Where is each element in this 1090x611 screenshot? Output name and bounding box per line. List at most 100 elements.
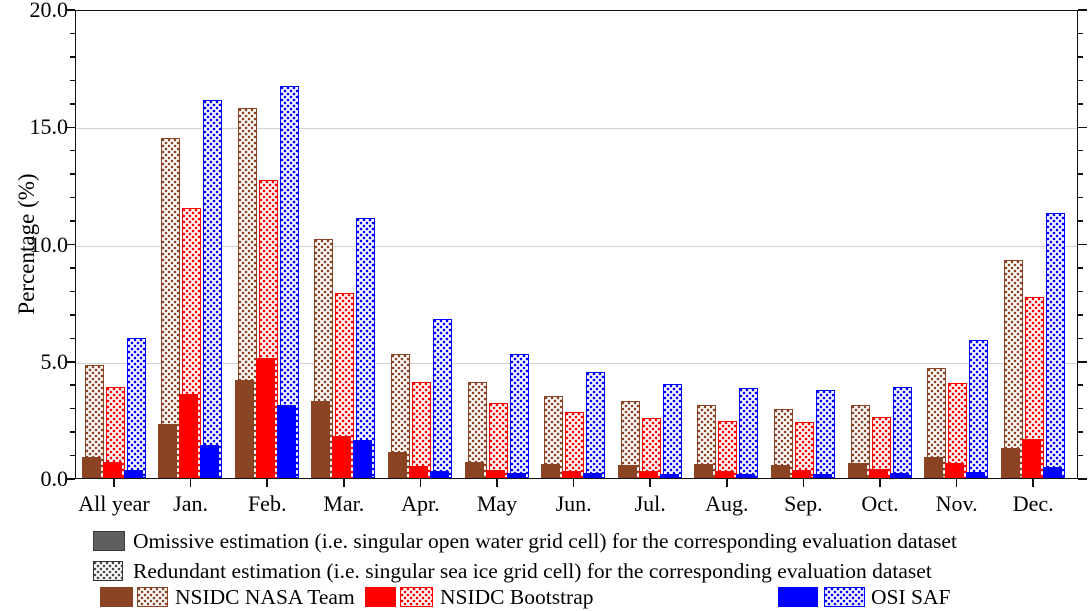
bar-redundant-nsidc-bootstrap (411, 381, 431, 478)
legend-swatch-nasa-team-dotted (137, 587, 168, 607)
y-minor-tick-right (1078, 454, 1083, 457)
bar-pair (464, 11, 487, 478)
bar-omissive-osi-saf (123, 469, 143, 478)
bar-pair (102, 11, 125, 478)
y-minor-tick-left (70, 267, 75, 269)
bar-pair (791, 11, 814, 478)
bar-omissive-nsidc-nasa-team (1000, 447, 1020, 478)
bar-omissive-nsidc-bootstrap (638, 470, 658, 478)
y-minor-tick-right (1078, 407, 1083, 410)
bar-redundant-nsidc-nasa-team (467, 381, 487, 478)
bar-redundant-nsidc-nasa-team (620, 400, 640, 478)
bar-redundant-osi-saf (509, 353, 529, 478)
bar-pair (966, 11, 989, 478)
bar-redundant-nsidc-nasa-team (390, 353, 410, 478)
y-minor-tick-right (1078, 431, 1083, 433)
y-major-tick-left (66, 478, 75, 480)
bar-pair (945, 11, 968, 478)
y-minor-tick-left (70, 173, 75, 175)
x-tick-label: Nov. (935, 491, 978, 516)
bar-omissive-nsidc-nasa-team (694, 463, 714, 478)
bar-redundant-nsidc-bootstrap (1024, 297, 1044, 478)
bar-omissive-nsidc-nasa-team (158, 424, 178, 478)
bar-pair (158, 11, 181, 478)
gridline-15 (76, 128, 1077, 130)
legend-label-bootstrap: NSIDC Bootstrap (440, 585, 594, 609)
bar-pair (715, 11, 738, 478)
bar-pair (429, 11, 452, 478)
y-minor-tick-left (70, 196, 75, 199)
bar-pair (562, 11, 585, 478)
y-major-tick-right (1078, 243, 1087, 246)
bar-omissive-nsidc-bootstrap (1021, 439, 1041, 478)
bar-redundant-osi-saf (126, 338, 146, 478)
bar-cluster-nov (924, 11, 989, 478)
bar-pair (408, 11, 431, 478)
x-tick-label: All year (78, 491, 150, 516)
bar-pair (1000, 11, 1023, 478)
bar-cluster-mar (311, 11, 376, 478)
bar-pair (583, 11, 606, 478)
bar-omissive-nsidc-nasa-team (924, 456, 944, 478)
x-tick-label: Jul. (634, 491, 666, 516)
x-tick-label: Sep. (784, 491, 823, 516)
y-minor-tick-left (70, 220, 75, 222)
bar-cluster-apr (387, 11, 452, 478)
bar-redundant-nsidc-nasa-team (773, 408, 793, 478)
y-minor-tick-left (70, 384, 75, 386)
bar-omissive-osi-saf (736, 474, 756, 478)
bar-redundant-nsidc-nasa-team (1003, 259, 1023, 478)
bar-cluster-jun (541, 11, 606, 478)
x-tick-label: Oct. (861, 491, 899, 516)
bar-pair (924, 11, 947, 478)
y-minor-tick-right (1078, 220, 1083, 222)
x-tick (649, 479, 651, 487)
bar-pair (847, 11, 870, 478)
bar-pair (353, 11, 376, 478)
bar-pair (736, 11, 759, 478)
bar-omissive-nsidc-nasa-team (541, 463, 561, 478)
bar-redundant-nsidc-bootstrap (948, 383, 968, 478)
bar-pair (889, 11, 912, 478)
bar-omissive-nsidc-nasa-team (464, 461, 484, 478)
bar-omissive-nsidc-nasa-team (387, 452, 407, 478)
bar-omissive-nsidc-bootstrap (255, 358, 275, 478)
y-major-tick-left (66, 361, 75, 363)
x-tick (419, 479, 422, 487)
bar-omissive-osi-saf (353, 440, 373, 478)
bar-redundant-osi-saf (203, 100, 223, 478)
bar-pair (1042, 11, 1065, 478)
x-tick-label: Aug. (705, 491, 749, 516)
bar-redundant-nsidc-bootstrap (105, 386, 125, 478)
bar-pair (659, 11, 682, 478)
x-tick (802, 479, 805, 487)
y-minor-tick-right (1078, 337, 1083, 340)
y-minor-tick-right (1078, 103, 1083, 105)
bar-redundant-nsidc-nasa-team (697, 405, 717, 478)
x-tick (1032, 479, 1034, 487)
y-tick-label: 0.0 (40, 466, 69, 491)
bar-omissive-nsidc-nasa-team (847, 462, 867, 478)
bar-pair (868, 11, 891, 478)
x-tick-label: May (476, 491, 518, 516)
bar-redundant-osi-saf (892, 386, 912, 478)
x-tick (726, 479, 728, 487)
bar-redundant-nsidc-bootstrap (488, 402, 508, 478)
bar-redundant-osi-saf (432, 318, 452, 478)
plot-area (75, 10, 1078, 479)
bar-omissive-nsidc-bootstrap (945, 462, 965, 478)
x-tick-label: Mar. (323, 491, 365, 516)
bar-redundant-osi-saf (815, 390, 835, 478)
y-minor-tick-left (70, 32, 75, 35)
legend-swatch-redundant (93, 561, 123, 581)
bar-omissive-nsidc-bootstrap (791, 469, 811, 478)
x-tick (496, 479, 498, 487)
bar-redundant-nsidc-nasa-team (544, 395, 564, 478)
bar-cluster-oct (847, 11, 912, 478)
gridline-5 (76, 362, 1077, 364)
x-tick-label: Apr. (401, 491, 440, 516)
y-minor-tick-right (1078, 173, 1083, 175)
y-major-tick-right (1078, 361, 1087, 363)
legend-swatch-osi-saf-solid (778, 587, 818, 607)
